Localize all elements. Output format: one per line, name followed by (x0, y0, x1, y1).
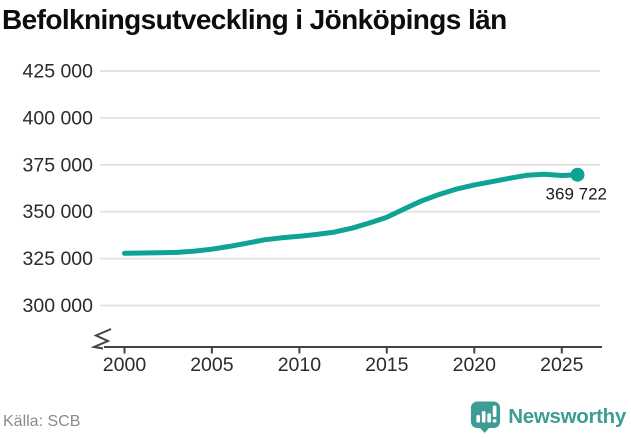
y-tick-label: 425 000 (23, 61, 94, 83)
series-end-dot (570, 167, 585, 182)
newsworthy-wordmark: Newsworthy (508, 405, 626, 428)
x-tick-label: 2015 (365, 354, 409, 376)
population-line-chart: 300 000 325 000 350 000 375 000 400 000 425 0… (23, 61, 608, 377)
y-tick-label: 400 000 (23, 107, 94, 129)
series-end-label: 369 722 (546, 185, 607, 204)
source-label: Källa: SCB (3, 413, 81, 430)
newsworthy-logo[interactable]: Newsworthy (470, 400, 626, 434)
x-tick-label: 2005 (190, 354, 234, 376)
axis-break (90, 328, 112, 350)
y-tick-label: 350 000 (23, 201, 94, 223)
x-tick-label: 2020 (453, 354, 497, 376)
x-tick-label: 2025 (540, 354, 584, 376)
x-tick-label: 2000 (103, 354, 147, 376)
newsworthy-icon (471, 401, 501, 433)
x-tick-label: 2010 (278, 354, 322, 376)
y-tick-label: 325 000 (23, 248, 94, 270)
y-tick-label: 375 000 (23, 154, 94, 176)
population-series-line (122, 171, 580, 256)
y-tick-label: 300 000 (23, 295, 94, 317)
page-title: Befolkningsutveckling i Jönköpings län (2, 4, 507, 35)
